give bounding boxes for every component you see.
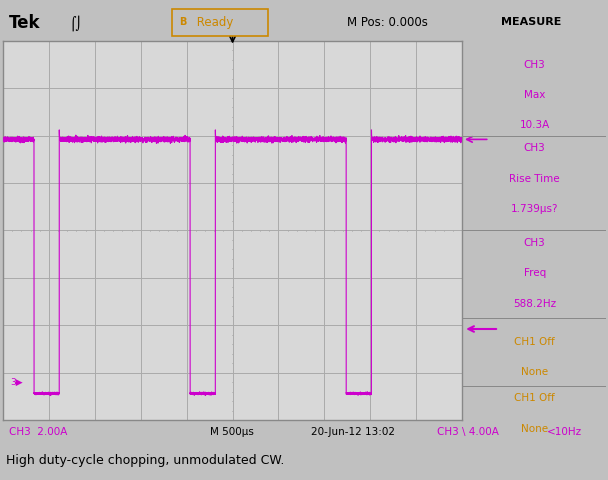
Text: None: None xyxy=(521,367,548,377)
Text: Ready: Ready xyxy=(193,15,233,29)
Text: ⌠⌡: ⌠⌡ xyxy=(69,15,83,31)
Text: M Pos: 0.000s: M Pos: 0.000s xyxy=(347,15,427,29)
Text: Max: Max xyxy=(524,90,545,100)
Text: B: B xyxy=(179,17,187,27)
Text: Tek: Tek xyxy=(9,14,41,32)
Text: CH1 Off: CH1 Off xyxy=(514,336,555,347)
Text: <10Hz: <10Hz xyxy=(547,427,581,436)
Text: 3▶: 3▶ xyxy=(10,378,22,386)
Text: Rise Time: Rise Time xyxy=(510,173,560,183)
Text: 10.3A: 10.3A xyxy=(520,120,550,131)
Text: CH1 Off: CH1 Off xyxy=(514,394,555,404)
Text: Freq: Freq xyxy=(523,268,546,278)
Text: None: None xyxy=(521,424,548,434)
Text: MEASURE: MEASURE xyxy=(500,17,561,27)
Text: CH3: CH3 xyxy=(524,238,545,248)
Text: High duty-cycle chopping, unmodulated CW.: High duty-cycle chopping, unmodulated CW… xyxy=(6,454,285,467)
Text: 20-Jun-12 13:02: 20-Jun-12 13:02 xyxy=(311,427,395,436)
Text: M 500μs: M 500μs xyxy=(210,427,254,436)
Text: 588.2Hz: 588.2Hz xyxy=(513,299,556,309)
Text: CH3  2.00A: CH3 2.00A xyxy=(9,427,67,436)
Bar xyxy=(172,9,268,36)
Text: 1.739μs?: 1.739μs? xyxy=(511,204,559,214)
Text: CH3: CH3 xyxy=(524,143,545,153)
Text: CH3: CH3 xyxy=(524,60,545,70)
Text: CH3 \ 4.00A: CH3 \ 4.00A xyxy=(437,427,499,436)
